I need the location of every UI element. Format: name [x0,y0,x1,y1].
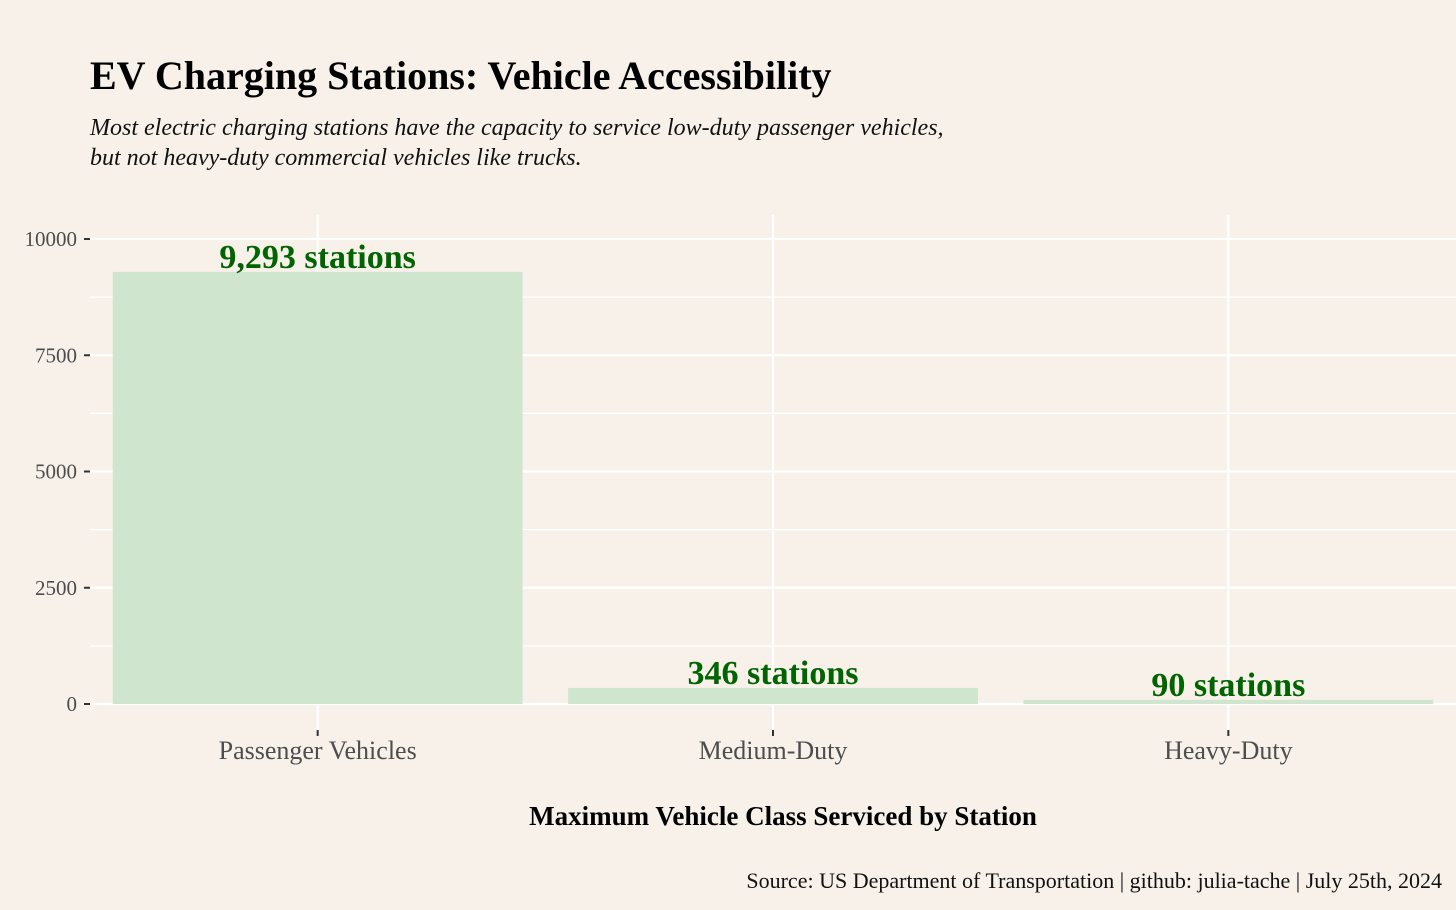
bar [1023,699,1434,704]
subtitle-line: Most electric charging stations have the… [90,115,944,141]
x-axis-title: Maximum Vehicle Class Serviced by Statio… [529,801,1037,831]
chart-subtitle: Most electric charging stations have the… [90,113,1190,173]
subtitle-line: but not heavy-duty commercial vehicles l… [90,145,582,171]
y-tick-label: 2500 [35,576,77,600]
data-label: 9,293 stations [219,239,415,276]
x-tick-label: Heavy-Duty [1164,736,1293,765]
bar [568,687,978,704]
y-tick-label: 5000 [35,460,77,484]
chart-title: EV Charging Stations: Vehicle Accessibil… [90,53,832,98]
y-tick-label: 0 [67,692,78,716]
source-caption: Source: US Department of Transportation … [746,868,1442,893]
data-label: 346 stations [688,655,859,692]
x-tick-label: Medium-Duty [699,736,848,765]
y-tick-label: 7500 [35,343,77,367]
bar [112,271,523,704]
data-label: 90 stations [1151,667,1305,704]
y-tick-label: 10000 [25,227,78,251]
x-tick-label: Passenger Vehicles [219,736,417,765]
